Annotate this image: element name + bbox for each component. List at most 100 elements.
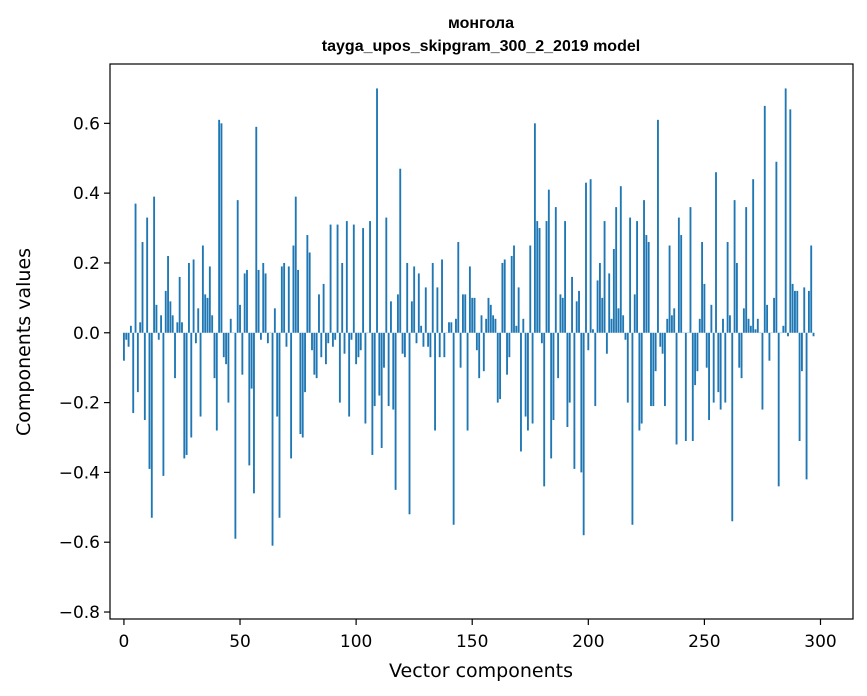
bar [468, 266, 471, 333]
bar [805, 332, 808, 480]
bar [749, 325, 752, 333]
bar [487, 297, 490, 333]
x-axis-ticks: 0 50 100 150 200 250 300 [119, 619, 837, 652]
bar [420, 325, 423, 333]
bar [188, 262, 190, 333]
bar [798, 332, 801, 441]
bar [290, 332, 293, 459]
bar [431, 262, 434, 333]
bar [396, 294, 399, 333]
bar [369, 221, 371, 333]
bar [775, 161, 778, 333]
bar [566, 332, 569, 428]
bar [336, 224, 339, 333]
bar [424, 287, 427, 333]
bar [545, 221, 548, 333]
bar [438, 332, 441, 358]
bar [800, 332, 803, 372]
bar [385, 217, 388, 333]
bar [392, 332, 395, 410]
bar [494, 318, 497, 333]
bar [684, 332, 687, 441]
bar [547, 189, 550, 333]
bar [345, 221, 348, 333]
bar [733, 200, 736, 333]
x-tick-label: 50 [229, 632, 251, 652]
bar [807, 290, 810, 333]
y-tick-label: 0.6 [73, 114, 100, 134]
bar [789, 109, 792, 333]
bar [598, 262, 601, 333]
bar [582, 332, 585, 536]
bar [204, 294, 207, 333]
bar [255, 126, 258, 333]
bar [499, 332, 502, 400]
y-tick-label: −0.6 [59, 533, 100, 553]
x-tick-label: 200 [572, 632, 604, 652]
bar [394, 332, 397, 490]
bar [612, 249, 615, 333]
bar [615, 207, 618, 333]
bar [199, 332, 202, 417]
bar [376, 88, 378, 333]
bar [670, 315, 673, 333]
bar [585, 182, 587, 333]
bar [171, 315, 174, 333]
bar [510, 255, 513, 333]
bar [654, 332, 657, 372]
bar [194, 332, 197, 344]
bar [211, 315, 214, 333]
bar [517, 287, 520, 333]
chart-subtitle: tayga_upos_skipgram_300_2_2019 model [322, 38, 640, 55]
bar [285, 332, 288, 347]
bar [652, 332, 655, 407]
bar [631, 332, 634, 525]
bar [259, 332, 262, 340]
bar [673, 308, 676, 333]
bar [359, 332, 362, 351]
bar [550, 332, 553, 459]
bar [459, 332, 462, 368]
bar [787, 332, 789, 337]
bar [650, 332, 652, 407]
bar [619, 186, 622, 333]
bar [390, 301, 392, 333]
bar [139, 322, 142, 333]
bar [443, 332, 446, 358]
bar [538, 228, 541, 333]
bar [501, 262, 504, 333]
bar [176, 322, 179, 333]
bar [264, 273, 267, 333]
bar [329, 224, 332, 333]
bar-series [123, 88, 815, 546]
bar [452, 332, 455, 525]
bar [417, 273, 420, 333]
bar [399, 168, 402, 333]
bar [371, 332, 374, 455]
bar [280, 266, 283, 333]
bar [506, 332, 508, 375]
bar [341, 262, 344, 333]
bar [782, 325, 785, 333]
bar [225, 332, 228, 365]
bar [134, 203, 137, 333]
bar [533, 123, 536, 333]
bar [589, 179, 592, 333]
bar [636, 221, 638, 333]
bar [406, 262, 409, 333]
bar [729, 315, 731, 333]
bar [496, 332, 499, 403]
bar [485, 318, 488, 333]
bar [318, 294, 320, 333]
bar [768, 332, 771, 361]
bar [677, 217, 680, 333]
bar [164, 290, 167, 333]
bar [796, 290, 799, 333]
bar [292, 245, 295, 333]
bar [717, 332, 720, 393]
bar [726, 242, 729, 333]
bar [668, 245, 671, 333]
bar [150, 332, 153, 518]
plot-frame [109, 63, 854, 620]
